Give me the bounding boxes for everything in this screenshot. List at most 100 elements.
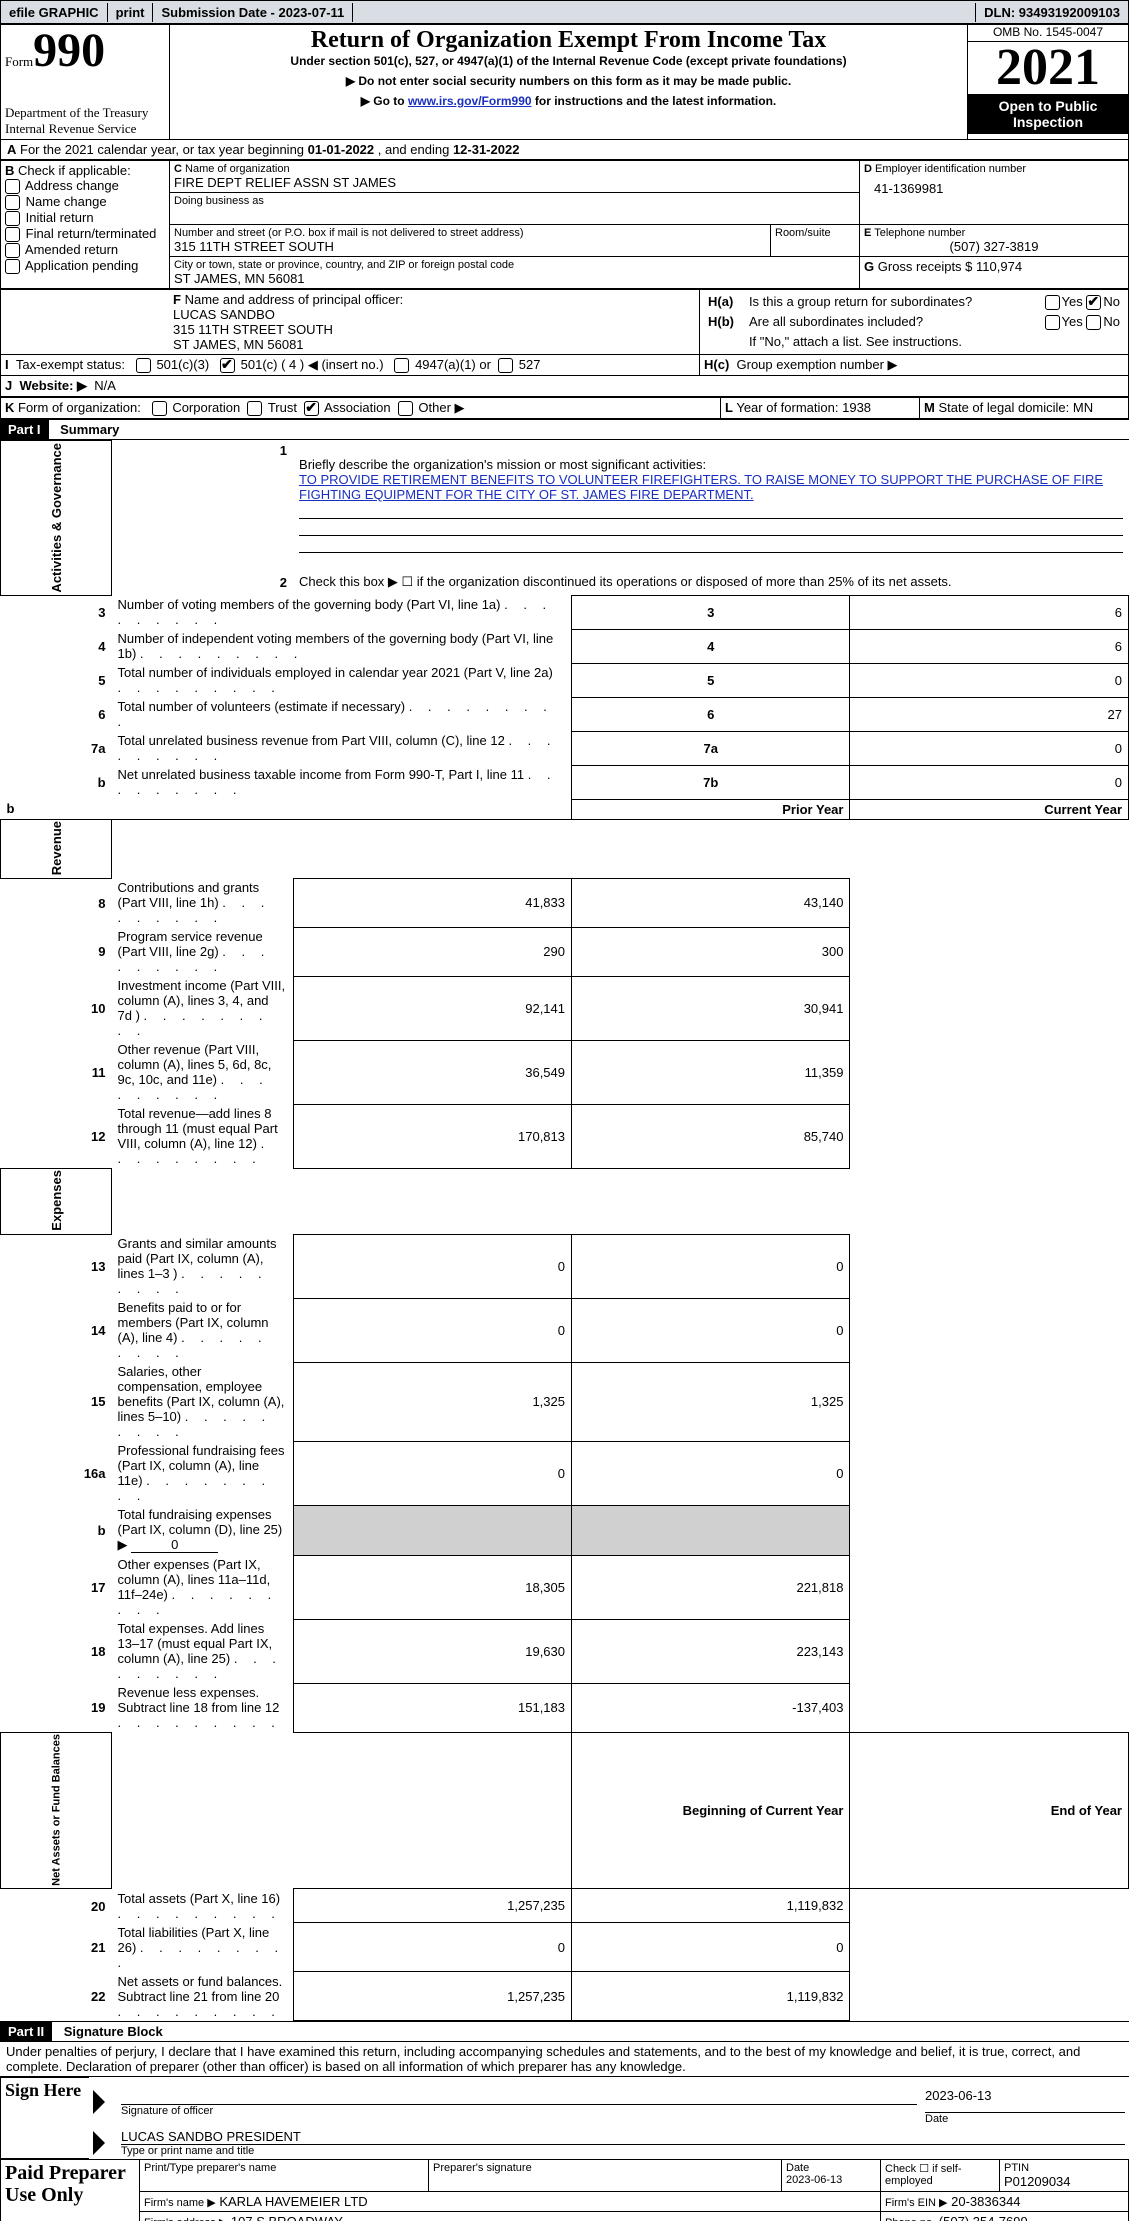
sign-here-label: Sign Here: [5, 2080, 85, 2101]
rev-curr-12: 85,740: [572, 1104, 850, 1168]
org-name: FIRE DEPT RELIEF ASSN ST JAMES: [174, 175, 855, 190]
b-opt-0-checkbox[interactable]: [5, 179, 20, 194]
net-line-20: Total assets (Part X, line 16) . . . . .…: [112, 1889, 294, 1923]
gov-line-b: Net unrelated business taxable income fr…: [112, 765, 572, 799]
k-opt-2-checkbox[interactable]: [304, 401, 319, 416]
rev-prior-8: 41,833: [293, 878, 571, 927]
submission-date: Submission Date - 2023-07-11: [153, 3, 353, 22]
phone: (507) 327-3819: [864, 239, 1124, 254]
rev-prior-10: 92,141: [293, 976, 571, 1040]
top-bar: efile GRAPHIC print Submission Date - 20…: [0, 0, 1129, 24]
hdr-current: Current Year: [850, 799, 1129, 819]
sign-block: Sign Here Signature of officer 2023-06-1…: [0, 2077, 1129, 2159]
e-label: Telephone number: [874, 227, 965, 239]
irs-label: Internal Revenue Service: [5, 121, 165, 137]
sign-arrow-icon-2: [93, 2131, 105, 2155]
k-label: Form of organization:: [18, 400, 141, 415]
rev-curr-11: 11,359: [572, 1040, 850, 1104]
hb-note: If "No," attach a list. See instructions…: [745, 332, 1124, 351]
hdr-begin: Beginning of Current Year: [572, 1732, 850, 1889]
rev-line-9: Program service revenue (Part VIII, line…: [112, 927, 294, 976]
b-opt-2-checkbox[interactable]: [5, 211, 20, 226]
gross-receipts: 110,974: [976, 259, 1022, 274]
gov-val-7a: 0: [850, 731, 1129, 765]
gov-line-3: Number of voting members of the governin…: [112, 595, 572, 629]
gov-val-6: 27: [850, 697, 1129, 731]
exp-prior-17: 18,305: [293, 1555, 571, 1619]
print-button[interactable]: print: [108, 3, 154, 22]
part2-header: Part II Signature Block: [0, 2021, 1129, 2042]
rev-curr-10: 30,941: [572, 976, 850, 1040]
gov-val-4: 6: [850, 629, 1129, 663]
ha-yes-checkbox[interactable]: [1045, 295, 1060, 310]
firm-name: KARLA HAVEMEIER LTD: [219, 2194, 367, 2209]
dln: DLN: 93493192009103: [975, 3, 1128, 22]
print-name-label: Type or print name and title: [121, 2145, 1125, 2157]
net-line-21: Total liabilities (Part X, line 26) . . …: [112, 1923, 294, 1972]
prep-sig-label: Preparer's signature: [433, 2162, 777, 2174]
sig-officer-label: Signature of officer: [121, 2105, 917, 2117]
b-opt-5-checkbox[interactable]: [5, 259, 20, 274]
prep-date: 2023-06-13: [786, 2174, 842, 2186]
irs-link[interactable]: www.irs.gov/Form990: [408, 94, 532, 108]
fh-block: F Name and address of principal officer:…: [0, 289, 1129, 397]
hb-yes-checkbox[interactable]: [1045, 315, 1060, 330]
room-label: Room/suite: [775, 227, 855, 239]
klm-block: K Form of organization: Corporation Trus…: [0, 397, 1129, 419]
net-curr-21: 0: [572, 1923, 850, 1972]
i-501c-checkbox[interactable]: [220, 358, 235, 373]
gov-val-5: 0: [850, 663, 1129, 697]
hb-no-checkbox[interactable]: [1086, 315, 1101, 330]
k-opt-1-checkbox[interactable]: [247, 401, 262, 416]
exp-prior-14: 0: [293, 1298, 571, 1362]
g-label: Gross receipts $: [878, 259, 973, 274]
exp-curr-16a: 0: [572, 1441, 850, 1505]
k-opt-3-checkbox[interactable]: [398, 401, 413, 416]
b-opt-1-checkbox[interactable]: [5, 195, 20, 210]
form-label: Form: [5, 54, 33, 69]
declaration: Under penalties of perjury, I declare th…: [0, 2042, 1129, 2077]
b-opt-3-checkbox[interactable]: [5, 227, 20, 242]
i-501c3-checkbox[interactable]: [136, 358, 151, 373]
ptin-label: PTIN: [1004, 2162, 1124, 2174]
i-527-checkbox[interactable]: [498, 358, 513, 373]
d-label: Employer identification number: [875, 163, 1026, 175]
ptin: P01209034: [1004, 2174, 1124, 2189]
exp-curr-15: 1,325: [572, 1362, 850, 1441]
part1-header: Part I Summary: [0, 419, 1129, 440]
gov-line-4: Number of independent voting members of …: [112, 629, 572, 663]
i-4947-checkbox[interactable]: [394, 358, 409, 373]
rev-line-8: Contributions and grants (Part VIII, lin…: [112, 878, 294, 927]
b-opt-4-checkbox[interactable]: [5, 243, 20, 258]
rev-prior-11: 36,549: [293, 1040, 571, 1104]
rev-curr-9: 300: [572, 927, 850, 976]
exp-line-18: Total expenses. Add lines 13–17 (must eq…: [112, 1619, 294, 1683]
website: N/A: [94, 378, 116, 393]
info-block: B Check if applicable: Address change Na…: [0, 160, 1129, 289]
net-prior-21: 0: [293, 1923, 571, 1972]
efile-label: efile GRAPHIC: [1, 3, 108, 22]
city-label: City or town, state or province, country…: [174, 259, 855, 271]
dba-label: Doing business as: [174, 195, 855, 207]
part1-title: Summary: [52, 422, 119, 437]
hdr-end: End of Year: [850, 1732, 1129, 1889]
side-exp: Expenses: [1, 1168, 112, 1234]
exp-prior-13: 0: [293, 1234, 571, 1298]
exp-line-19: Revenue less expenses. Subtract line 18 …: [112, 1683, 294, 1732]
side-rev: Revenue: [1, 819, 112, 878]
exp-prior-19: 151,183: [293, 1683, 571, 1732]
exp-curr-b: [572, 1505, 850, 1555]
ha-no-checkbox[interactable]: [1086, 295, 1101, 310]
gov-line-6: Total number of volunteers (estimate if …: [112, 697, 572, 731]
f-label: Name and address of principal officer:: [185, 292, 404, 307]
k-opt-0-checkbox[interactable]: [152, 401, 167, 416]
net-curr-22: 1,119,832: [572, 1972, 850, 2021]
part2-title: Signature Block: [56, 2024, 163, 2039]
state-domicile: MN: [1073, 400, 1093, 415]
form-subtitle-2: ▶ Do not enter social security numbers o…: [174, 74, 963, 88]
firm-phone: (507) 354-7699: [939, 2214, 1028, 2221]
form-subtitle-1: Under section 501(c), 527, or 4947(a)(1)…: [174, 54, 963, 68]
dept-label: Department of the Treasury: [5, 105, 165, 121]
l1-label: Briefly describe the organization's miss…: [299, 457, 706, 472]
paid-label: Paid Preparer Use Only: [5, 2162, 135, 2206]
